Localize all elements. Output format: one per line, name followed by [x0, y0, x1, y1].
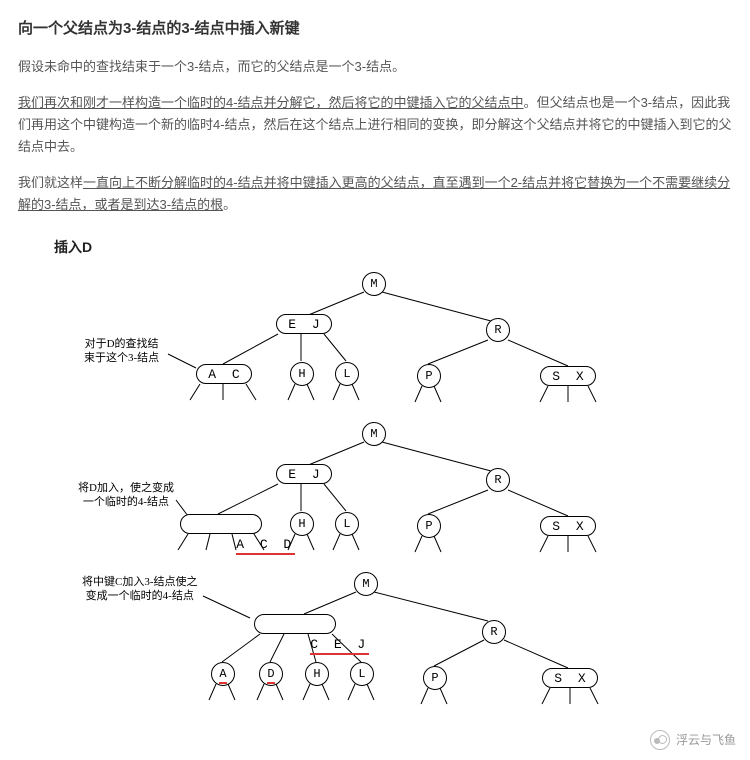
p3-head: 我们就这样	[18, 175, 83, 190]
d2-annotation: 将D加入，使之变成 一个临时的4-结点	[78, 482, 174, 510]
d3-node-p: P	[423, 666, 447, 690]
d3-node-r: R	[482, 620, 506, 644]
d2-node-l: L	[335, 512, 359, 536]
d2-node-ej: E J	[276, 464, 332, 484]
d3-a-text: A	[219, 666, 226, 684]
paragraph-2: 我们再次和刚才一样构造一个临时的4-结点并分解它，然后将它的中键插入它的父结点中…	[18, 92, 732, 158]
d2-node-sx: S X	[540, 516, 596, 536]
diagram-3: 将中键C加入3-结点使之 变成一个临时的4-结点 M C E J R A D H…	[18, 566, 718, 716]
d1-node-h: H	[290, 362, 314, 386]
d3-node-cej: C E J	[254, 614, 336, 634]
wechat-icon	[650, 730, 670, 750]
d2-node-r: R	[486, 468, 510, 492]
d3-d-text: D	[267, 666, 274, 684]
insert-d-label: 插入D	[54, 236, 732, 260]
d3-annotation: 将中键C加入3-结点使之 变成一个临时的4-结点	[82, 576, 198, 604]
page-title: 向一个父结点为3-结点的3-结点中插入新键	[18, 16, 732, 42]
d1-node-ej: E J	[276, 314, 332, 334]
paragraph-3: 我们就这样一直向上不断分解临时的4-结点并将中键插入更高的父结点，直至遇到一个2…	[18, 172, 732, 216]
d3-node-l: L	[350, 662, 374, 686]
diagram-1: 对于D的查找结 束于这个3-结点 M E J R A C H L P S X	[18, 266, 718, 416]
d2-node-h: H	[290, 512, 314, 536]
d1-node-sx: S X	[540, 366, 596, 386]
d3-cej-text: C E J	[310, 637, 369, 655]
d2-acd-text: A C D	[236, 537, 295, 555]
d1-root-m: M	[362, 272, 386, 296]
d2-node-p: P	[417, 514, 441, 538]
d1-node-r: R	[486, 318, 510, 342]
d3-root-m: M	[354, 572, 378, 596]
p3-underline: 一直向上不断分解临时的4-结点并将中键插入更高的父结点，直至遇到一个2-结点并将…	[18, 175, 730, 212]
paragraph-1: 假设未命中的查找结束于一个3-结点，而它的父结点是一个3-结点。	[18, 56, 732, 78]
p3-tail: 。	[223, 197, 236, 212]
watermark-text: 浮云与飞鱼	[676, 730, 736, 750]
d3-node-sx: S X	[542, 668, 598, 688]
watermark: 浮云与飞鱼	[650, 730, 736, 750]
diagram-2: 将D加入，使之变成 一个临时的4-结点 M E J R A C D H L P …	[18, 416, 718, 566]
d3-node-d: D	[259, 662, 283, 686]
d2-root-m: M	[362, 422, 386, 446]
d3-node-a: A	[211, 662, 235, 686]
d1-node-l: L	[335, 362, 359, 386]
d1-node-p: P	[417, 364, 441, 388]
p2-underline: 我们再次和刚才一样构造一个临时的4-结点并分解它，然后将它的中键插入它的父结点中	[18, 95, 524, 110]
d1-annotation: 对于D的查找结 束于这个3-结点	[84, 338, 159, 366]
d3-node-h: H	[305, 662, 329, 686]
d1-node-ac: A C	[196, 364, 252, 384]
d2-node-acd: A C D	[180, 514, 262, 534]
